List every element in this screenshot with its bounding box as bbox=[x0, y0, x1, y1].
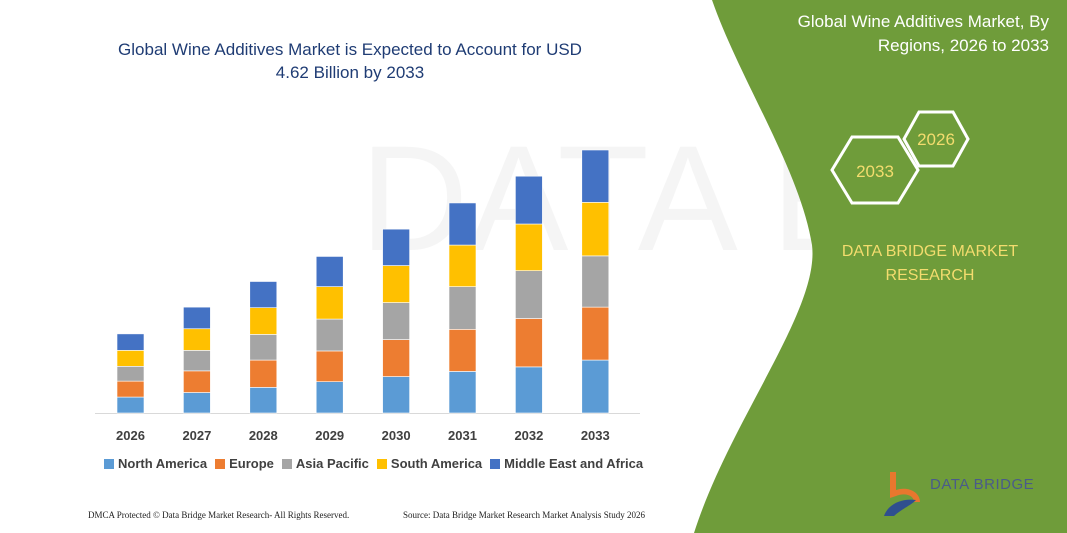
hex-label-2026: 2026 bbox=[917, 130, 955, 149]
x-tick-label: 2026 bbox=[116, 428, 145, 443]
bar-segment-2029-3 bbox=[315, 286, 344, 320]
legend-item: Europe bbox=[215, 456, 274, 471]
x-tick-label: 2028 bbox=[249, 428, 278, 443]
logo-text: DATA BRIDGE bbox=[930, 476, 1035, 493]
legend-swatch bbox=[376, 458, 387, 469]
bar-segment-2031-1 bbox=[448, 329, 477, 372]
legend-label: North America bbox=[118, 456, 208, 471]
bar-segment-2032-0 bbox=[515, 366, 543, 414]
x-tick-label: 2030 bbox=[382, 428, 411, 443]
legend-label: South America bbox=[390, 456, 483, 471]
legend-label: Europe bbox=[229, 456, 274, 471]
bar-segment-2028-2 bbox=[249, 334, 278, 361]
legend-item: Asia Pacific bbox=[281, 456, 369, 471]
bar-segment-2027-1 bbox=[183, 370, 211, 393]
bar-segment-2029-0 bbox=[315, 381, 344, 414]
chart-legend: North America Europe Asia Pacific South Ame… bbox=[104, 456, 643, 471]
legend-item: North America bbox=[104, 456, 207, 471]
legend-swatch bbox=[215, 458, 226, 469]
bar-segment-2033-3 bbox=[581, 202, 610, 257]
bar-segment-2027-3 bbox=[183, 328, 211, 351]
bar-segment-2029-1 bbox=[315, 350, 344, 382]
x-tick-label: 2031 bbox=[448, 428, 477, 443]
bar-segment-2026-4 bbox=[116, 333, 145, 351]
hexagon-2026 bbox=[902, 110, 970, 168]
data-bridge-logo-icon bbox=[884, 472, 920, 516]
bar-segment-2032-2 bbox=[515, 270, 543, 319]
legend-item: South America bbox=[376, 456, 483, 471]
legend-label: Asia Pacific bbox=[295, 456, 369, 471]
bar-segment-2028-1 bbox=[249, 359, 278, 388]
bar-segment-2033-0 bbox=[581, 359, 610, 414]
hex-label-2033: 2033 bbox=[856, 162, 894, 181]
bar-segment-2026-1 bbox=[116, 380, 145, 398]
bar-segment-2027-2 bbox=[183, 350, 211, 372]
bar-segment-2029-2 bbox=[315, 318, 344, 352]
brand-text: DATA BRIDGE MARKET RESEARCH bbox=[841, 243, 1019, 284]
green-side-panel bbox=[694, 0, 1067, 533]
bar-segment-2032-1 bbox=[515, 318, 543, 368]
bar-segment-2031-3 bbox=[448, 244, 477, 287]
legend-swatch bbox=[490, 458, 501, 469]
bar-segment-2030-1 bbox=[382, 339, 410, 377]
bar-segment-2031-0 bbox=[448, 371, 477, 414]
bar-segment-2027-0 bbox=[183, 392, 211, 414]
bar-segment-2026-0 bbox=[116, 396, 145, 414]
bar-segment-2032-4 bbox=[515, 175, 543, 225]
source-text: Source: Data Bridge Market Research Mark… bbox=[403, 510, 645, 520]
copyright-text: DMCA Protected © Data Bridge Market Rese… bbox=[88, 510, 350, 520]
x-tick-label: 2029 bbox=[315, 428, 344, 443]
bar-segment-2030-2 bbox=[382, 302, 410, 340]
page-title: Global Wine Additives Market is Expected… bbox=[118, 40, 582, 82]
legend-swatch bbox=[104, 458, 114, 469]
legend-item: Middle East and Africa bbox=[490, 456, 643, 471]
bar-segment-2026-3 bbox=[116, 350, 145, 367]
legend-label: Middle East and Africa bbox=[504, 456, 644, 471]
bar-segment-2030-0 bbox=[382, 376, 410, 414]
bar-segment-2031-2 bbox=[448, 286, 477, 330]
stacked-bar-chart: 2026 2027 2028 2029 2030 2031 2032 2033 bbox=[95, 149, 640, 443]
bar-segment-2030-3 bbox=[382, 265, 410, 303]
bar-segment-2027-4 bbox=[183, 306, 211, 330]
bar-segment-2033-2 bbox=[581, 255, 610, 308]
hexagon-2033 bbox=[830, 135, 920, 205]
x-tick-label: 2032 bbox=[514, 428, 543, 443]
x-tick-label: 2027 bbox=[182, 428, 211, 443]
bar-segment-2030-4 bbox=[382, 228, 410, 266]
bar-segment-2026-2 bbox=[116, 366, 145, 382]
bar-segment-2033-4 bbox=[581, 149, 610, 203]
bar-segment-2028-4 bbox=[249, 281, 278, 308]
panel-title: Global Wine Additives Market, By Regions… bbox=[797, 12, 1049, 55]
bar-segment-2031-4 bbox=[448, 202, 477, 246]
x-tick-label: 2033 bbox=[581, 428, 610, 443]
bar-segment-2028-0 bbox=[249, 387, 278, 414]
bar-segment-2028-3 bbox=[249, 307, 278, 335]
legend-swatch bbox=[281, 458, 292, 469]
bar-segment-2032-3 bbox=[515, 223, 543, 271]
bar-segment-2029-4 bbox=[315, 256, 344, 287]
bar-segment-2033-1 bbox=[581, 306, 610, 361]
